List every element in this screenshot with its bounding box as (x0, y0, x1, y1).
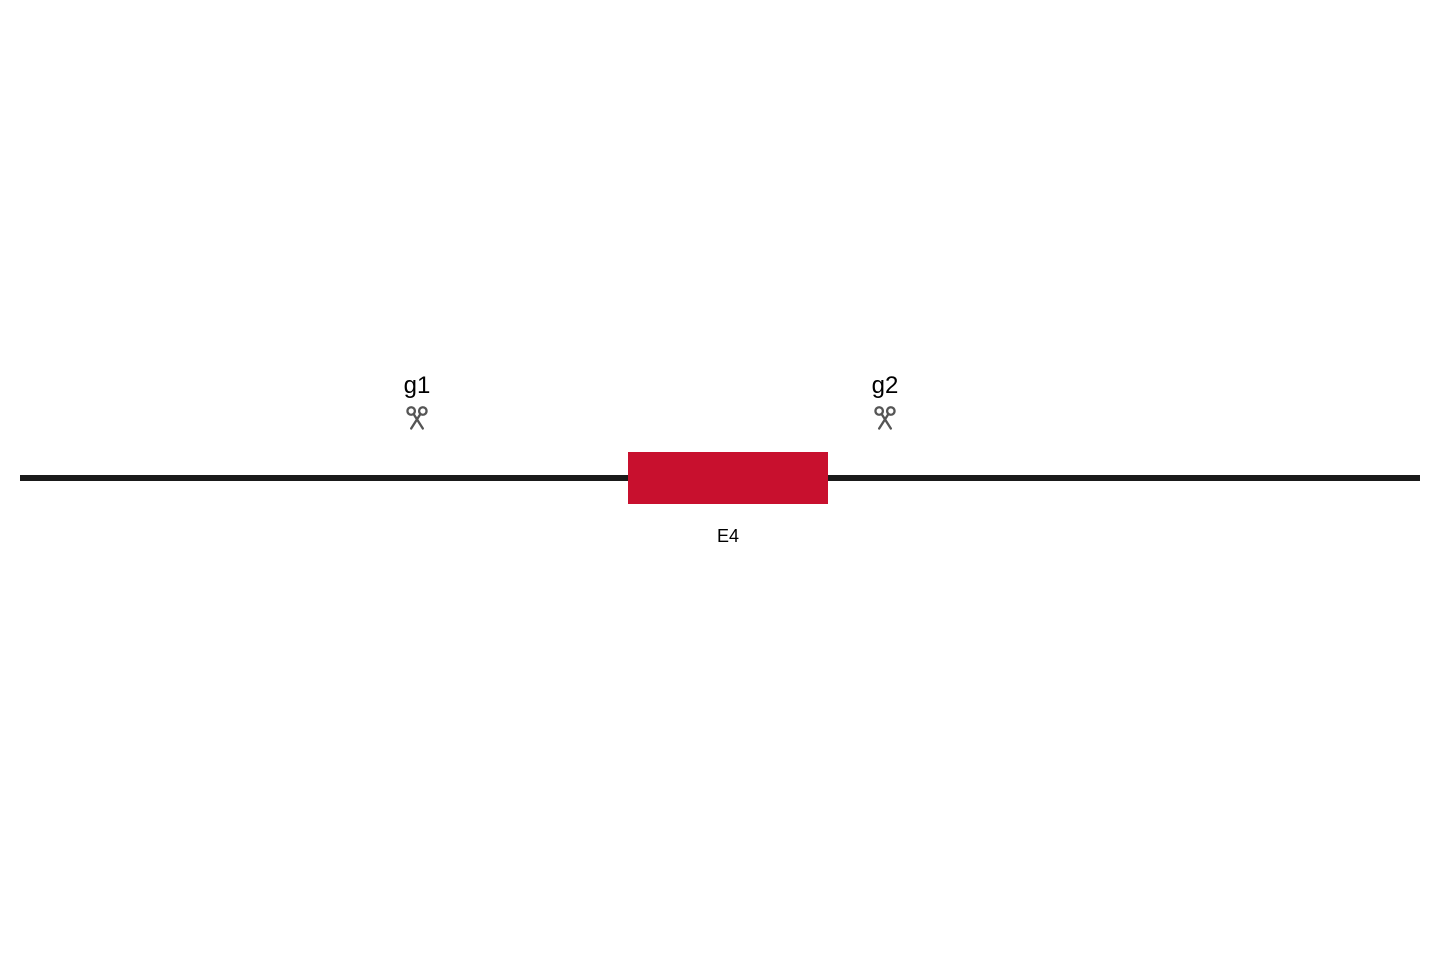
gene-line-left (20, 475, 628, 481)
gene-diagram: E4 g1 g2 (0, 0, 1440, 960)
guide-label-g2: g2 (855, 372, 915, 400)
scissors-icon (403, 404, 431, 432)
gene-line-right (828, 475, 1420, 481)
scissors-icon (871, 404, 899, 432)
guide-label-g1: g1 (387, 372, 447, 400)
exon-label: E4 (688, 526, 768, 547)
exon-box (628, 452, 828, 504)
